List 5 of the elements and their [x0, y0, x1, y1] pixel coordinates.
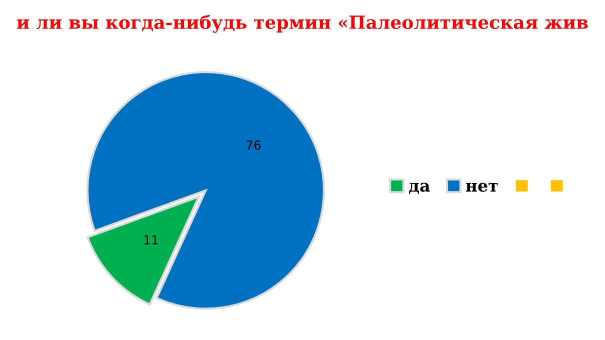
data-label: 11 [144, 235, 158, 244]
data-label: 76 [246, 140, 261, 150]
chart-title: и ли вы когда-нибудь термин «Палеолитическая жив [16, 14, 588, 33]
legend-label: нет [466, 182, 498, 192]
legend-label: да [409, 182, 430, 194]
